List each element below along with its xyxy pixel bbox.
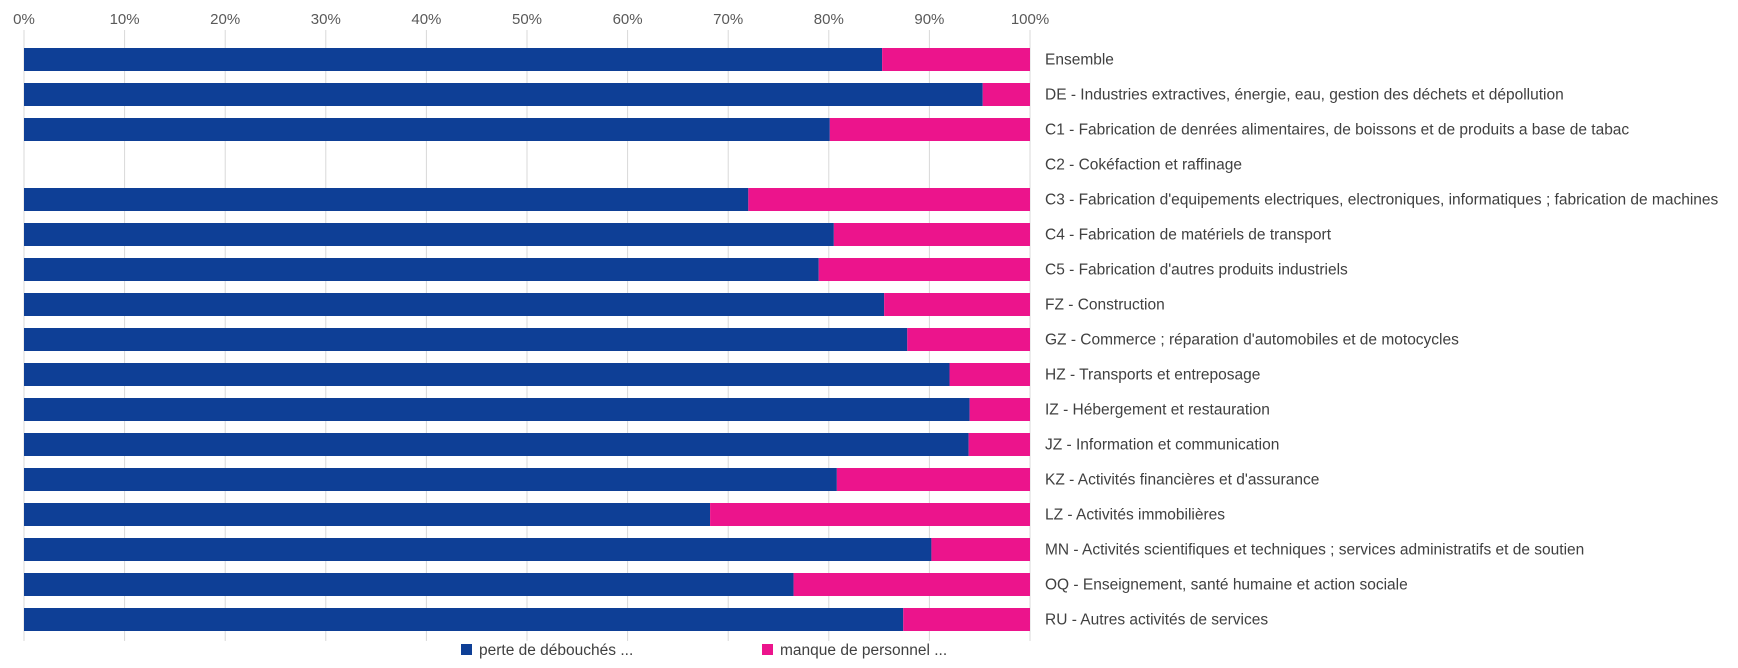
bar-segment-perte-de-debouches — [24, 398, 970, 421]
legend-swatch — [762, 644, 773, 655]
bar-segment-manque-de-personnel — [884, 293, 1030, 316]
bar-segment-manque-de-personnel — [907, 328, 1030, 351]
bar-segment-manque-de-personnel — [836, 468, 1030, 491]
x-tick-label: 100% — [1011, 11, 1049, 28]
bars — [24, 48, 1030, 631]
x-tick-label: 90% — [914, 11, 944, 28]
bar-segment-perte-de-debouches — [24, 363, 950, 386]
bar-segment-perte-de-debouches — [24, 573, 794, 596]
bar-segment-manque-de-personnel — [833, 223, 1030, 246]
bar-segment-perte-de-debouches — [24, 223, 834, 246]
legend-label: manque de personnel ... — [780, 642, 947, 659]
bar-segment-perte-de-debouches — [24, 48, 883, 71]
category-label: DE - Industries extractives, énergie, ea… — [1045, 87, 1564, 104]
bar-segment-manque-de-personnel — [829, 118, 1030, 141]
x-tick-label: 10% — [110, 11, 140, 28]
category-label: GZ - Commerce ; réparation d'automobiles… — [1045, 332, 1459, 349]
bar-segment-manque-de-personnel — [982, 83, 1030, 106]
bar-segment-perte-de-debouches — [24, 188, 749, 211]
category-label: MN - Activités scientifiques et techniqu… — [1045, 542, 1584, 559]
category-label: JZ - Information et communication — [1045, 437, 1279, 454]
legend-label: perte de débouchés ... — [479, 642, 633, 659]
bar-segment-perte-de-debouches — [24, 468, 837, 491]
category-label: HZ - Transports et entreposage — [1045, 367, 1260, 384]
bar-segment-perte-de-debouches — [24, 83, 983, 106]
bar-segment-perte-de-debouches — [24, 118, 830, 141]
bar-segment-manque-de-personnel — [931, 538, 1030, 561]
bar-segment-perte-de-debouches — [24, 293, 885, 316]
bar-segment-manque-de-personnel — [748, 188, 1030, 211]
bar-segment-perte-de-debouches — [24, 433, 969, 456]
bar-segment-manque-de-personnel — [949, 363, 1030, 386]
bar-segment-perte-de-debouches — [24, 538, 932, 561]
category-label: KZ - Activités financières et d'assuranc… — [1045, 472, 1319, 489]
bar-segment-manque-de-personnel — [968, 433, 1030, 456]
x-tick-label: 70% — [713, 11, 743, 28]
category-label: C5 - Fabrication d'autres produits indus… — [1045, 262, 1348, 279]
category-label: IZ - Hébergement et restauration — [1045, 402, 1270, 419]
category-label: C3 - Fabrication d'equipements electriqu… — [1045, 192, 1719, 209]
bar-segment-perte-de-debouches — [24, 503, 711, 526]
legend-swatch — [461, 644, 472, 655]
bar-segment-manque-de-personnel — [818, 258, 1030, 281]
category-label: RU - Autres activités de services — [1045, 612, 1268, 629]
x-tick-label: 20% — [210, 11, 240, 28]
x-tick-label: 60% — [613, 11, 643, 28]
x-tick-label: 30% — [311, 11, 341, 28]
bar-segment-manque-de-personnel — [969, 398, 1030, 421]
x-tick-label: 50% — [512, 11, 542, 28]
bar-segment-manque-de-personnel — [793, 573, 1030, 596]
category-label: LZ - Activités immobilières — [1045, 507, 1225, 524]
bar-segment-perte-de-debouches — [24, 258, 819, 281]
x-tick-label: 0% — [13, 11, 35, 28]
bar-segment-manque-de-personnel — [882, 48, 1030, 71]
category-label: C2 - Cokéfaction et raffinage — [1045, 157, 1242, 174]
category-label: Ensemble — [1045, 52, 1114, 69]
category-label: C1 - Fabrication de denrées alimentaires… — [1045, 122, 1629, 139]
category-label: FZ - Construction — [1045, 297, 1165, 314]
category-label: OQ - Enseignement, santé humaine et acti… — [1045, 577, 1408, 594]
bar-segment-manque-de-personnel — [903, 608, 1030, 631]
category-label: C4 - Fabrication de matériels de transpo… — [1045, 227, 1332, 244]
x-tick-label: 40% — [411, 11, 441, 28]
x-tick-label: 80% — [814, 11, 844, 28]
bar-segment-perte-de-debouches — [24, 608, 904, 631]
bar-segment-perte-de-debouches — [24, 328, 908, 351]
bar-segment-manque-de-personnel — [710, 503, 1030, 526]
